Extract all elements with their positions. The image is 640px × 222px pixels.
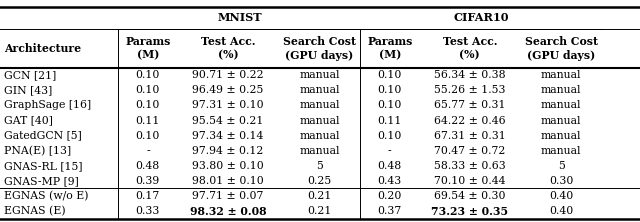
Text: 70.10 ± 0.44: 70.10 ± 0.44: [434, 176, 506, 186]
Text: 5: 5: [316, 161, 323, 171]
Text: 0.33: 0.33: [136, 206, 160, 216]
Text: 0.40: 0.40: [549, 191, 573, 201]
Text: Search Cost
(GPU days): Search Cost (GPU days): [525, 36, 598, 61]
Text: Params
(M): Params (M): [367, 36, 412, 61]
Text: 0.25: 0.25: [307, 176, 332, 186]
Text: 69.54 ± 0.30: 69.54 ± 0.30: [434, 191, 506, 201]
Text: manual: manual: [541, 100, 582, 111]
Text: 0.21: 0.21: [307, 206, 332, 216]
Text: EGNAS (E): EGNAS (E): [4, 206, 65, 216]
Text: GCN [21]: GCN [21]: [4, 70, 56, 80]
Text: 0.20: 0.20: [378, 191, 402, 201]
Text: 0.10: 0.10: [136, 131, 160, 141]
Text: Search Cost
(GPU days): Search Cost (GPU days): [283, 36, 356, 61]
Text: 67.31 ± 0.31: 67.31 ± 0.31: [434, 131, 506, 141]
Text: 95.54 ± 0.21: 95.54 ± 0.21: [192, 115, 264, 126]
Text: 0.10: 0.10: [378, 70, 402, 80]
Text: 5: 5: [558, 161, 564, 171]
Text: 0.21: 0.21: [307, 191, 332, 201]
Text: 58.33 ± 0.63: 58.33 ± 0.63: [434, 161, 506, 171]
Text: manual: manual: [299, 115, 340, 126]
Text: Test Acc.
(%): Test Acc. (%): [442, 36, 497, 61]
Text: MNIST: MNIST: [217, 12, 262, 23]
Text: 70.47 ± 0.72: 70.47 ± 0.72: [434, 146, 506, 156]
Text: GatedGCN [5]: GatedGCN [5]: [4, 131, 81, 141]
Text: -: -: [388, 146, 392, 156]
Text: Architecture: Architecture: [4, 43, 81, 54]
Text: manual: manual: [541, 146, 582, 156]
Text: CIFAR10: CIFAR10: [454, 12, 509, 23]
Text: 0.10: 0.10: [136, 85, 160, 95]
Text: manual: manual: [541, 85, 582, 95]
Text: 0.48: 0.48: [136, 161, 160, 171]
Text: 0.39: 0.39: [136, 176, 160, 186]
Text: 56.34 ± 0.38: 56.34 ± 0.38: [434, 70, 506, 80]
Text: GraphSage [16]: GraphSage [16]: [4, 100, 91, 111]
Text: GAT [40]: GAT [40]: [4, 115, 52, 126]
Text: Test Acc.
(%): Test Acc. (%): [200, 36, 255, 61]
Text: 93.80 ± 0.10: 93.80 ± 0.10: [192, 161, 264, 171]
Text: 0.30: 0.30: [549, 176, 573, 186]
Text: 97.94 ± 0.12: 97.94 ± 0.12: [192, 146, 264, 156]
Text: PNA(E) [13]: PNA(E) [13]: [4, 146, 71, 156]
Text: 97.71 ± 0.07: 97.71 ± 0.07: [192, 191, 264, 201]
Text: 0.37: 0.37: [378, 206, 402, 216]
Text: -: -: [146, 146, 150, 156]
Text: manual: manual: [299, 85, 340, 95]
Text: EGNAS (w/o E): EGNAS (w/o E): [4, 191, 88, 201]
Text: GNAS-MP [9]: GNAS-MP [9]: [4, 176, 79, 186]
Text: 0.10: 0.10: [378, 131, 402, 141]
Text: manual: manual: [541, 131, 582, 141]
Text: Params
(M): Params (M): [125, 36, 170, 61]
Text: 0.11: 0.11: [136, 115, 160, 126]
Text: manual: manual: [299, 100, 340, 111]
Text: manual: manual: [541, 70, 582, 80]
Text: 0.11: 0.11: [378, 115, 402, 126]
Text: 90.71 ± 0.22: 90.71 ± 0.22: [192, 70, 264, 80]
Text: 73.23 ± 0.35: 73.23 ± 0.35: [431, 206, 508, 217]
Text: GNAS-RL [15]: GNAS-RL [15]: [4, 161, 83, 171]
Text: manual: manual: [541, 115, 582, 126]
Text: 0.43: 0.43: [378, 176, 402, 186]
Text: 0.10: 0.10: [136, 100, 160, 111]
Text: 0.10: 0.10: [378, 85, 402, 95]
Text: manual: manual: [299, 146, 340, 156]
Text: 97.31 ± 0.10: 97.31 ± 0.10: [192, 100, 264, 111]
Text: 0.10: 0.10: [136, 70, 160, 80]
Text: 98.32 ± 0.08: 98.32 ± 0.08: [189, 206, 266, 217]
Text: 55.26 ± 1.53: 55.26 ± 1.53: [434, 85, 506, 95]
Text: 0.48: 0.48: [378, 161, 402, 171]
Text: GIN [43]: GIN [43]: [4, 85, 52, 95]
Text: 0.40: 0.40: [549, 206, 573, 216]
Text: manual: manual: [299, 70, 340, 80]
Text: 96.49 ± 0.25: 96.49 ± 0.25: [192, 85, 264, 95]
Text: 0.10: 0.10: [378, 100, 402, 111]
Text: 64.22 ± 0.46: 64.22 ± 0.46: [434, 115, 506, 126]
Text: manual: manual: [299, 131, 340, 141]
Text: 98.01 ± 0.10: 98.01 ± 0.10: [192, 176, 264, 186]
Text: 65.77 ± 0.31: 65.77 ± 0.31: [434, 100, 506, 111]
Text: 0.17: 0.17: [136, 191, 160, 201]
Text: 97.34 ± 0.14: 97.34 ± 0.14: [192, 131, 264, 141]
